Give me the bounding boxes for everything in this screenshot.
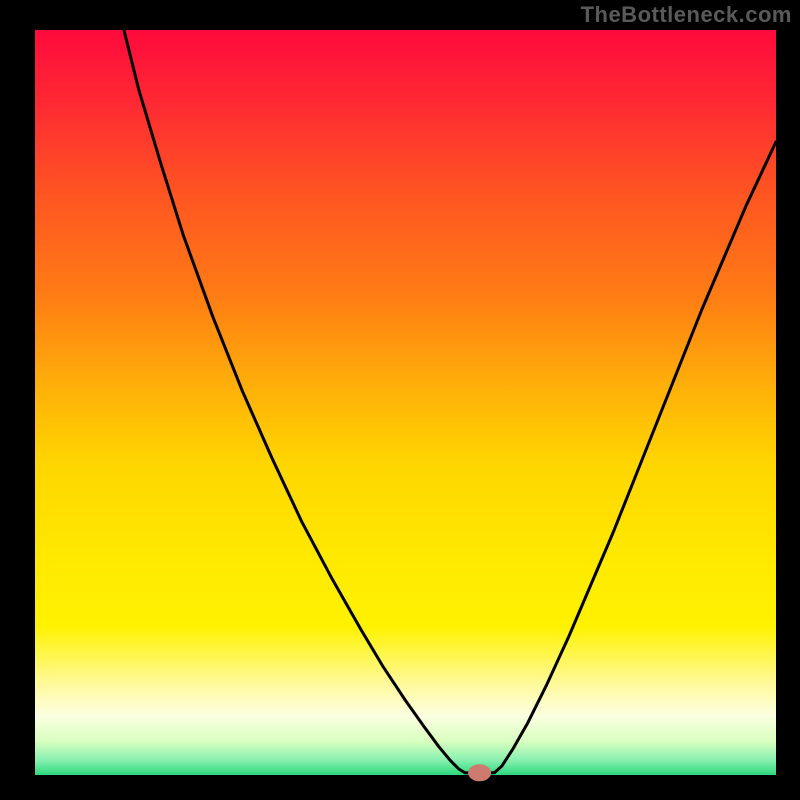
chart-container: TheBottleneck.com: [0, 0, 800, 800]
bottleneck-chart: [0, 0, 800, 800]
watermark-text: TheBottleneck.com: [581, 2, 792, 28]
minimum-marker: [469, 765, 491, 781]
